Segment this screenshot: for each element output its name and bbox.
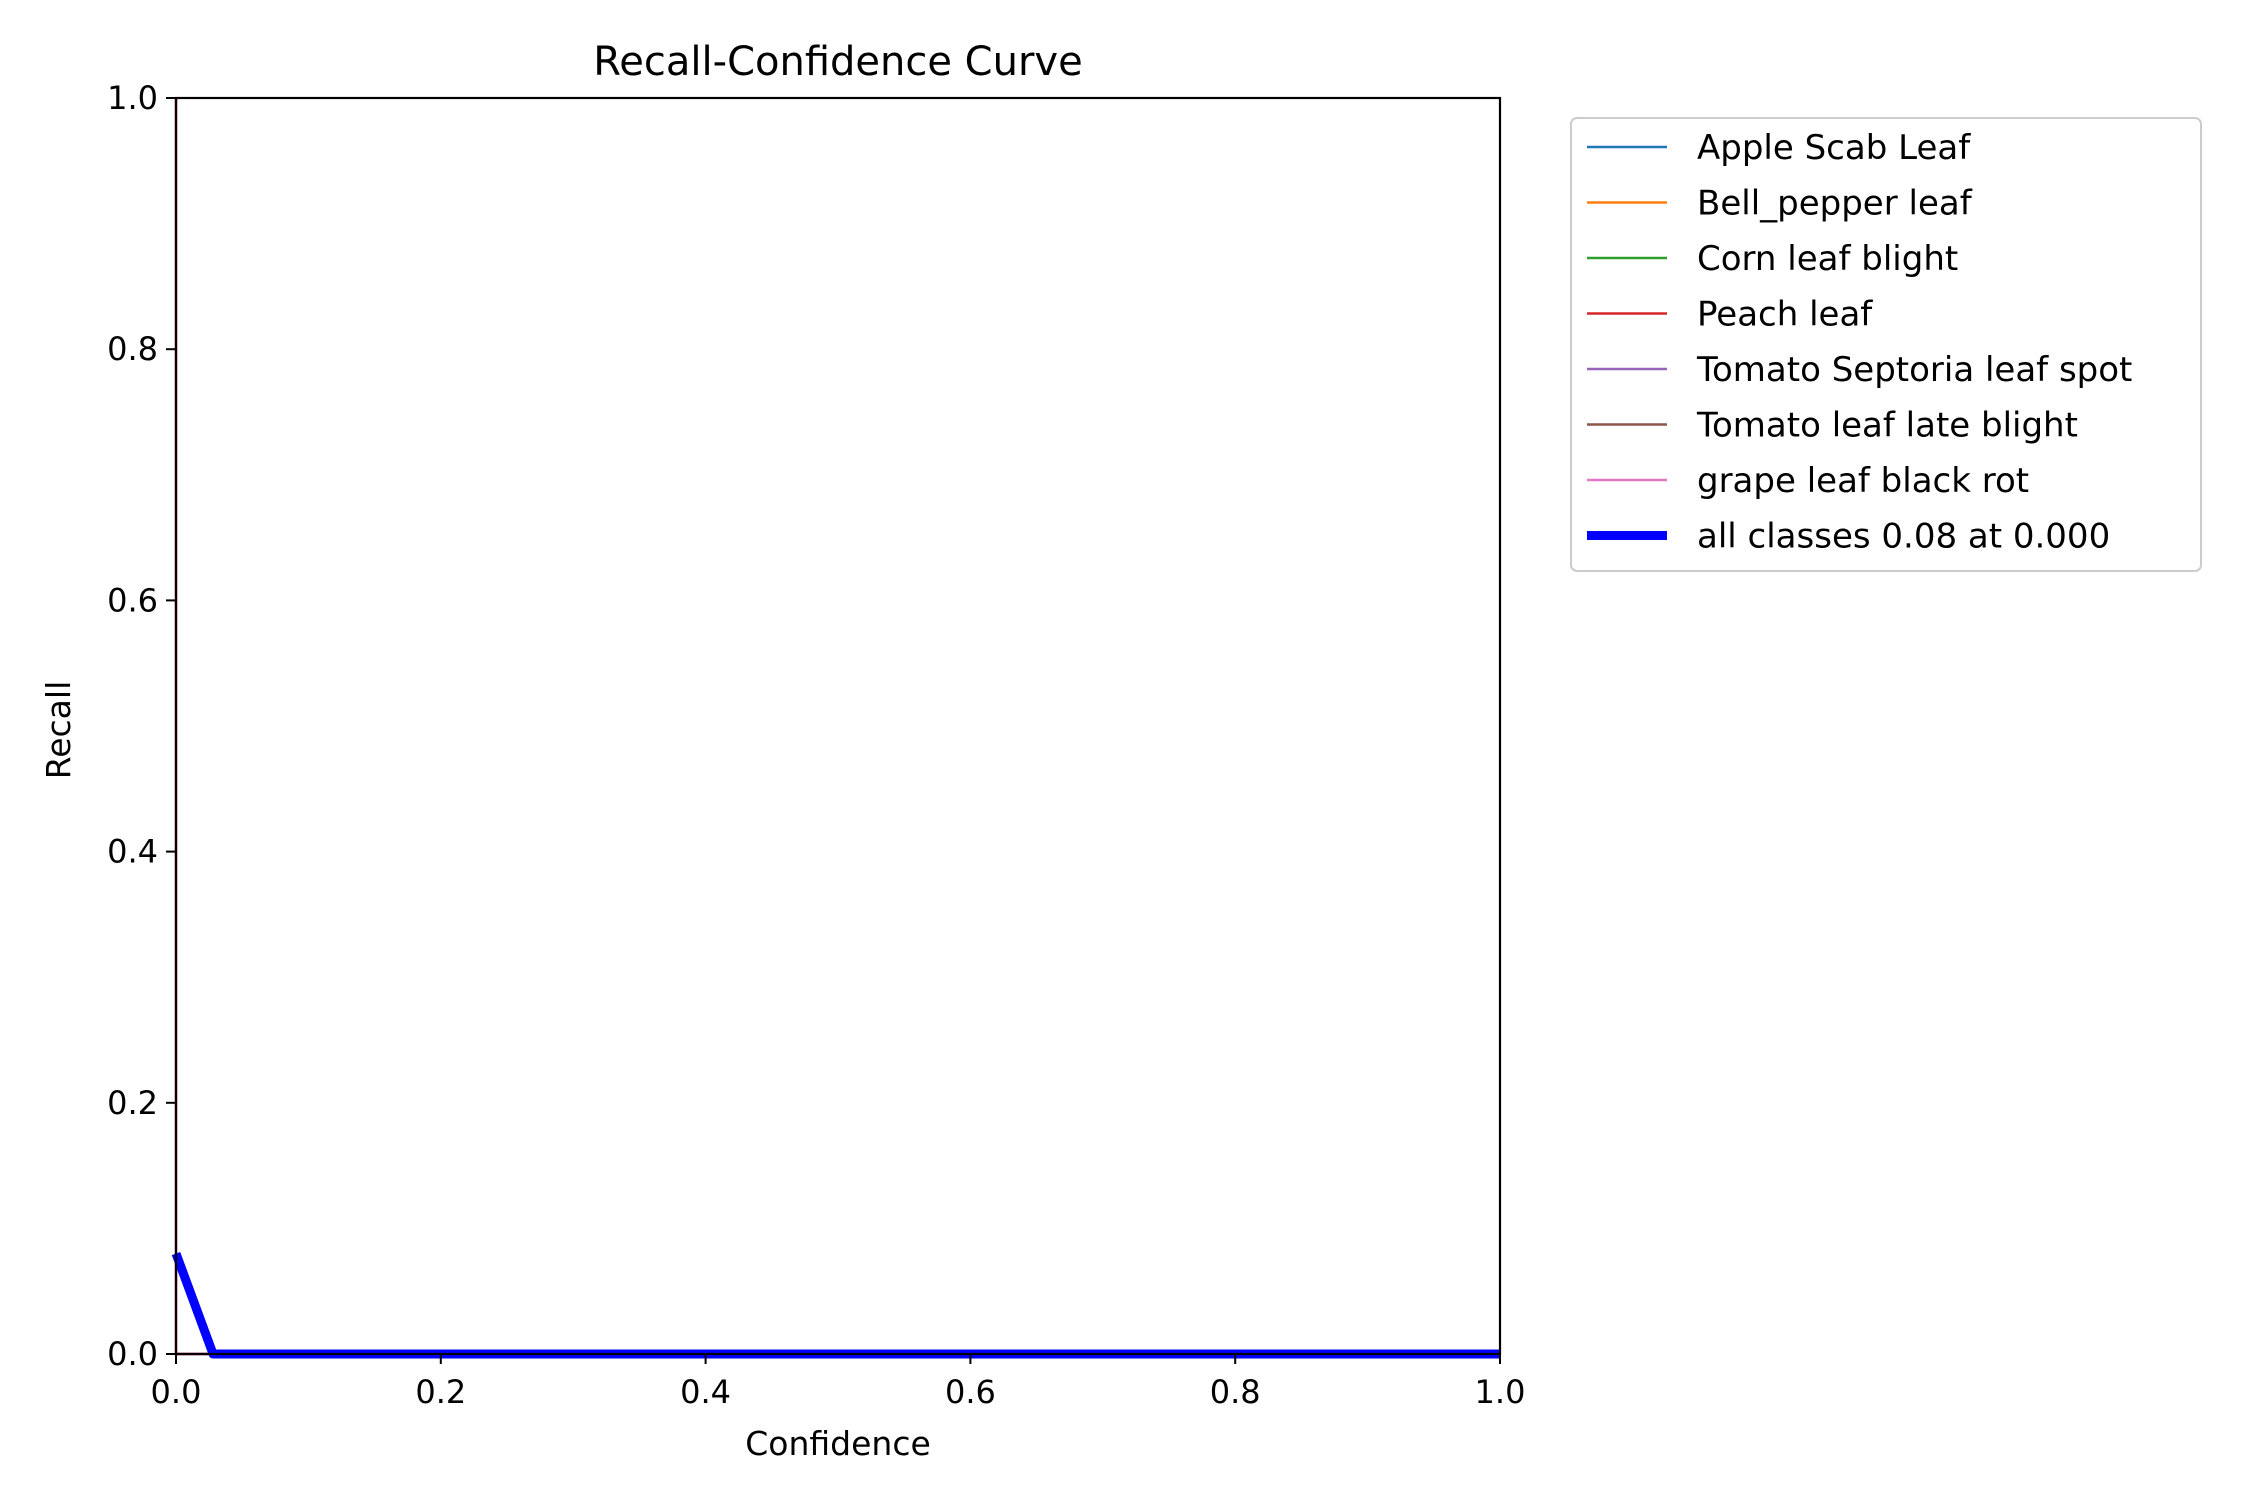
- y-tick-label: 0.4: [107, 833, 158, 871]
- x-axis: 0.0 0.2 0.4 0.6 0.8 1.0: [151, 1354, 1526, 1411]
- x-tick-label: 0.4: [680, 1373, 731, 1411]
- legend-label-peach-leaf: Peach leaf: [1697, 295, 1873, 335]
- chart-title: Recall-Confidence Curve: [593, 39, 1082, 85]
- y-tick-label: 0.2: [107, 1084, 158, 1122]
- x-axis-label: Confidence: [745, 1424, 931, 1463]
- y-tick-label: 0.0: [107, 1335, 158, 1373]
- legend-label-grape-leaf-black-rot: grape leaf black rot: [1697, 461, 2029, 501]
- legend-entries: Apple Scab Leaf Bell_pepper leaf Corn leaf…: [1587, 128, 2132, 557]
- y-tick-label: 0.6: [107, 581, 158, 619]
- x-tick-label: 0.2: [415, 1373, 466, 1411]
- x-tick-label: 0.8: [1210, 1373, 1261, 1411]
- y-tick-label: 1.0: [107, 79, 158, 117]
- y-axis: 0.0 0.2 0.4 0.6 0.8 1.0: [107, 79, 176, 1373]
- x-tick-label: 0.6: [945, 1373, 996, 1411]
- legend-label-apple-scab-leaf: Apple Scab Leaf: [1697, 128, 1971, 168]
- y-axis-label: Recall: [39, 681, 78, 779]
- legend-box: [1570, 117, 2202, 572]
- legend-label-tomato-septoria-leaf-spot: Tomato Septoria leaf spot: [1696, 350, 2132, 390]
- y-tick-label: 0.8: [107, 330, 158, 368]
- plot-frame: [174, 96, 1502, 1356]
- legend: Apple Scab Leaf Bell_pepper leaf Corn leaf…: [1570, 117, 2202, 572]
- legend-label-corn-leaf-blight: Corn leaf blight: [1697, 239, 1958, 279]
- legend-label-tomato-leaf-late-blight: Tomato leaf late blight: [1696, 406, 2078, 446]
- legend-label-bell-pepper-leaf: Bell_pepper leaf: [1697, 184, 1973, 224]
- x-tick-label: 1.0: [1475, 1373, 1526, 1411]
- legend-label-all-classes-0-08-at-0-000: all classes 0.08 at 0.000: [1697, 517, 2110, 557]
- x-tick-label: 0.0: [151, 1373, 202, 1411]
